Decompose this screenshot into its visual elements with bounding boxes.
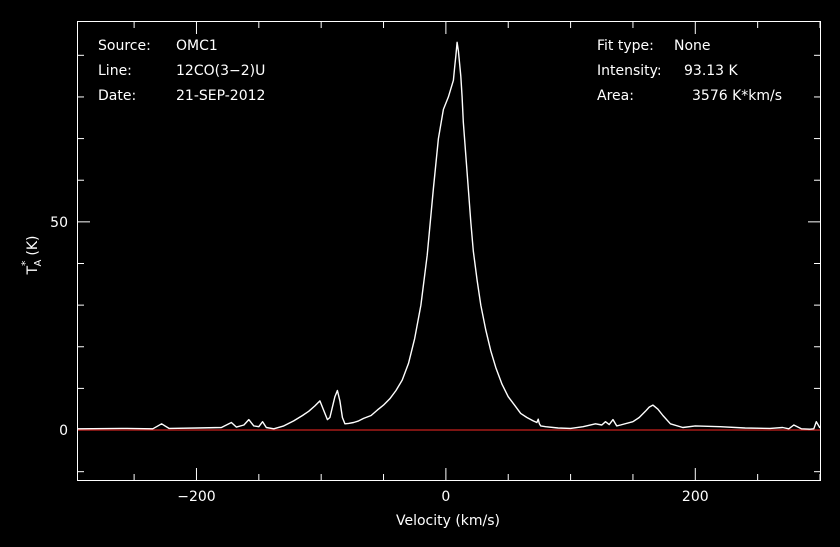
- y-axis-label-text: T*A (K): [19, 235, 44, 275]
- info-left: Source: OMC1 Line: 12CO(3−2)U Date: 21-S…: [98, 38, 265, 104]
- x-axis-label: Velocity (km/s): [396, 513, 500, 529]
- info-area-value: 3576 K*km/s: [692, 88, 782, 104]
- info-area-key: Area:: [597, 88, 634, 104]
- info-date-value: 21-SEP-2012: [176, 88, 265, 104]
- y-tick-label: 50: [50, 215, 68, 231]
- info-line-value: 12CO(3−2)U: [176, 63, 265, 79]
- info-intensity-value: 93.13 K: [684, 63, 739, 79]
- x-tick-label: 200: [682, 489, 709, 505]
- info-intensity-key: Intensity:: [597, 63, 662, 79]
- plot-frame: [77, 21, 821, 481]
- info-right: Fit type: None Intensity: 93.13 K Area: …: [597, 38, 782, 104]
- y-tick-label: 0: [59, 423, 68, 439]
- x-tick-label: 0: [441, 489, 450, 505]
- x-tick-label: −200: [177, 489, 215, 505]
- y-label-subscript: A: [33, 259, 44, 266]
- info-line-key: Line:: [98, 63, 132, 79]
- y-axis-label: T*A (K): [19, 235, 44, 275]
- y-label-symbol: T: [25, 266, 41, 276]
- info-source-value: OMC1: [176, 38, 218, 54]
- spectrum-series-line: [77, 41, 821, 430]
- y-label-unit: (K): [25, 235, 41, 255]
- info-fit-type-value: None: [674, 38, 711, 54]
- info-source-key: Source:: [98, 38, 151, 54]
- y-label-superscript: *: [19, 260, 32, 266]
- axis-tick-labels: −200 0 200 0 50: [50, 215, 708, 505]
- info-fit-type-key: Fit type:: [597, 38, 654, 54]
- info-date-key: Date:: [98, 88, 136, 104]
- series-lines: [77, 41, 821, 431]
